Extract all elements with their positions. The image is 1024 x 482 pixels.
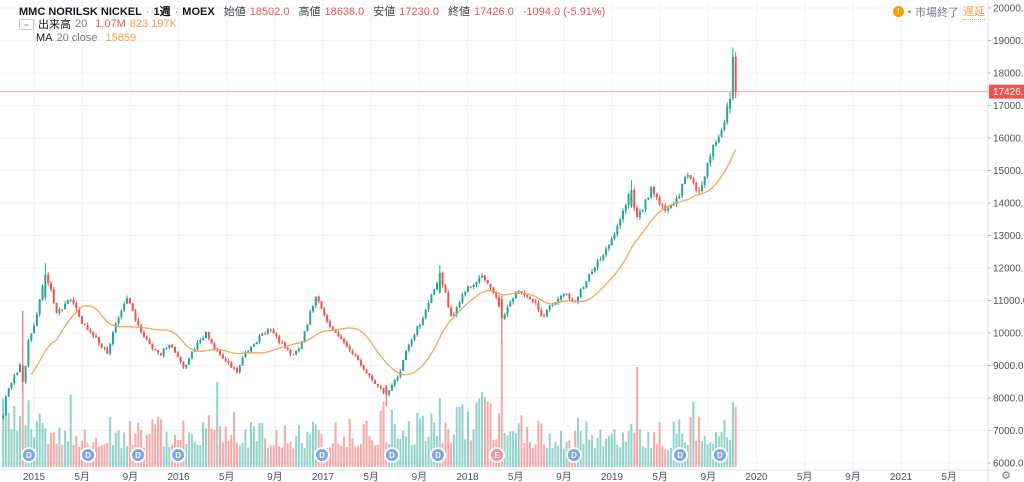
alert-icon[interactable]: !: [892, 6, 904, 17]
svg-text:2020: 2020: [745, 472, 768, 482]
svg-text:9月: 9月: [412, 471, 428, 482]
svg-text:D: D: [389, 451, 395, 460]
volume-value: 1.07M: [95, 18, 126, 30]
svg-text:2018: 2018: [456, 472, 479, 482]
volume-bars: [2, 342, 737, 468]
svg-text:2016: 2016: [167, 472, 190, 482]
svg-text:12000.0: 12000.0: [993, 264, 1024, 275]
symbol-header-row: MMC NORILSK NICKEL · 1週 · MOEX 始値 18502.…: [19, 3, 606, 18]
candlesticks: [2, 47, 737, 420]
svg-text:8000.0: 8000.0: [993, 394, 1024, 405]
volume-ma-value: 823.197K: [129, 18, 177, 30]
separator-dot: ·: [174, 6, 179, 18]
status-dot-icon: •: [907, 6, 911, 17]
svg-text:D: D: [85, 451, 91, 460]
volume-indicator-row: ⌄ 出来高 20 1.07M 823.197K: [19, 17, 605, 31]
svg-text:9000.0: 9000.0: [993, 361, 1024, 372]
svg-text:E: E: [494, 451, 500, 460]
volume-indicator-label[interactable]: 出来高: [38, 19, 71, 31]
close-value: 17426.0: [474, 6, 514, 18]
volume-indicator-length: 20: [75, 18, 88, 30]
svg-text:5月: 5月: [652, 471, 668, 482]
svg-text:5月: 5月: [363, 471, 379, 482]
svg-text:2017: 2017: [312, 472, 335, 482]
svg-text:D: D: [26, 451, 32, 460]
svg-text:D: D: [677, 451, 683, 460]
svg-text:11000.0: 11000.0: [993, 296, 1024, 307]
exchange-label: MOEX: [182, 6, 215, 18]
svg-text:2019: 2019: [601, 472, 624, 482]
ma20-line: [30, 149, 737, 376]
ma-indicator-label[interactable]: MA: [36, 32, 53, 44]
svg-text:13000.0: 13000.0: [993, 231, 1024, 242]
high-value: 18638.0: [324, 6, 365, 18]
svg-text:9月: 9月: [123, 471, 139, 482]
svg-text:D: D: [135, 451, 141, 460]
svg-text:6000.0: 6000.0: [993, 459, 1024, 470]
svg-text:D: D: [435, 451, 441, 460]
high-label: 高値: [298, 6, 321, 18]
svg-text:9月: 9月: [556, 471, 572, 482]
svg-text:20000.0: 20000.0: [993, 4, 1024, 15]
svg-text:9月: 9月: [701, 471, 717, 482]
svg-text:18000.0: 18000.0: [993, 69, 1024, 80]
svg-text:D: D: [175, 451, 181, 460]
svg-text:9月: 9月: [845, 471, 861, 482]
svg-text:D: D: [319, 451, 325, 460]
svg-text:7000.0: 7000.0: [993, 426, 1024, 437]
market-status: ! • 市場終了 遅延: [892, 3, 985, 20]
ma-indicator-row: MA 20 close 15859: [36, 31, 605, 45]
last-price-label: [989, 84, 1024, 99]
delay-link[interactable]: 遅延: [963, 3, 985, 20]
open-label: 始値: [223, 6, 246, 18]
gear-icon[interactable]: ⚙: [1001, 470, 1011, 482]
svg-text:10000.0: 10000.0: [993, 329, 1024, 340]
change-value: -1094.0 (-5.91%): [522, 6, 606, 18]
market-status-label: 市場終了: [915, 6, 959, 19]
svg-text:D: D: [717, 451, 723, 460]
close-label: 終値: [448, 6, 470, 18]
svg-text:15000.0: 15000.0: [993, 166, 1024, 177]
svg-text:5月: 5月: [74, 471, 90, 482]
svg-text:5月: 5月: [941, 471, 957, 482]
svg-text:17000.0: 17000.0: [993, 101, 1024, 112]
svg-text:9月: 9月: [267, 471, 283, 482]
svg-text:D: D: [571, 451, 577, 460]
svg-text:19000.0: 19000.0: [993, 36, 1024, 47]
interval-label[interactable]: 1週: [153, 6, 171, 18]
separator-dot: ·: [145, 6, 150, 18]
symbol-title[interactable]: MMC NORILSK NICKEL: [19, 6, 142, 18]
grid-lines: [0, 0, 988, 470]
svg-text:5月: 5月: [508, 471, 524, 482]
svg-text:16000.0: 16000.0: [993, 134, 1024, 145]
chart-legend: MMC NORILSK NICKEL · 1週 · MOEX 始値 18502.…: [19, 3, 605, 45]
event-badges[interactable]: D D D D D D D D D DE: [20, 447, 728, 463]
open-value: 18502.0: [249, 6, 290, 18]
ma-indicator-params: 20 close: [56, 32, 98, 44]
chevron-down-icon[interactable]: ⌄: [19, 18, 34, 30]
svg-text:5月: 5月: [219, 471, 235, 482]
svg-text:5月: 5月: [797, 471, 813, 482]
svg-text:14000.0: 14000.0: [993, 199, 1024, 210]
svg-text:2015: 2015: [23, 472, 46, 482]
low-label: 安値: [373, 6, 396, 18]
svg-text:2021: 2021: [890, 472, 913, 482]
low-value: 17230.0: [399, 6, 439, 18]
ma-value: 15859: [105, 32, 137, 44]
svg-text:17426.0: 17426.0: [993, 87, 1024, 98]
